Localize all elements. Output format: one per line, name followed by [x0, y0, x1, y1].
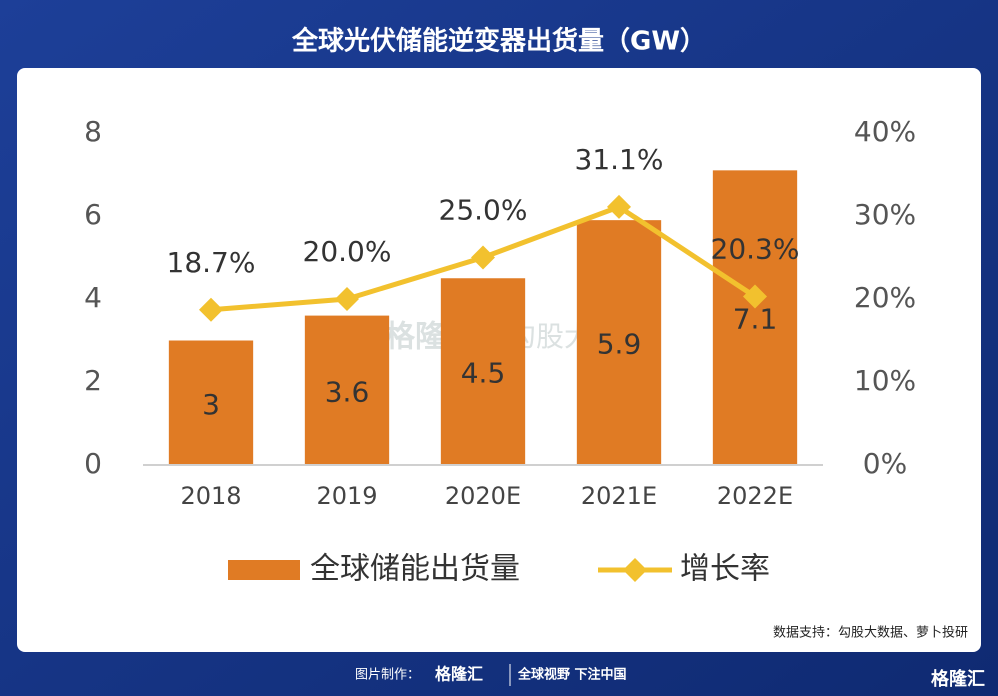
y-tick-label: 0	[84, 447, 102, 480]
line-marker	[471, 245, 495, 270]
x-tick-label: 2020E	[445, 482, 521, 510]
source: 数据支持：勾股大数据、萝卜投研	[773, 625, 968, 641]
footer-brand: 格隆汇	[435, 665, 483, 684]
footer-label: 图片制作：	[355, 668, 420, 683]
y-tick-label: 2	[84, 364, 102, 397]
y-tick-label: 6	[84, 198, 102, 231]
line-value-label: 20.3%	[711, 233, 800, 266]
line-marker	[607, 194, 631, 219]
legend-label: 全球储能出货量	[310, 552, 520, 587]
y-tick-label: 4	[84, 281, 102, 314]
x-tick-label: 2021E	[581, 482, 657, 510]
corner-logo: 格隆汇	[931, 668, 985, 690]
bar-value-label: 3.6	[325, 375, 370, 408]
line-marker	[199, 297, 223, 322]
line-marker	[335, 287, 359, 311]
y2-tick-label: 20%	[854, 281, 916, 314]
bar-value-label: 4.5	[461, 357, 506, 390]
y2-tick-label: 0%	[863, 447, 907, 480]
line-value-label: 20.0%	[303, 235, 392, 268]
x-tick-label: 2019	[316, 482, 377, 510]
y2-tick-label: 40%	[854, 115, 916, 148]
line-value-label: 18.7%	[167, 246, 256, 279]
bar-value-label: 3	[202, 388, 220, 421]
bar	[712, 170, 798, 465]
line-value-label: 31.1%	[575, 143, 664, 176]
bar	[440, 278, 526, 465]
x-tick-label: 2018	[180, 482, 241, 510]
legend-label: 增长率	[680, 552, 770, 587]
legend-swatch	[228, 560, 300, 580]
bar	[304, 315, 390, 465]
bar-value-label: 5.9	[597, 328, 642, 361]
legend-marker	[623, 558, 647, 582]
x-tick-label: 2022E	[717, 482, 793, 510]
bar	[168, 340, 254, 465]
footer-slogan: 全球视野 下注中国	[517, 667, 627, 683]
y2-tick-label: 30%	[854, 198, 916, 231]
y2-tick-label: 10%	[854, 364, 916, 397]
bar	[576, 220, 662, 465]
line-marker	[743, 284, 767, 309]
line-value-label: 25.0%	[439, 194, 528, 227]
y-tick-label: 8	[84, 115, 102, 148]
chart-title: 全球光伏储能逆变器出货量（GW）	[291, 26, 706, 57]
